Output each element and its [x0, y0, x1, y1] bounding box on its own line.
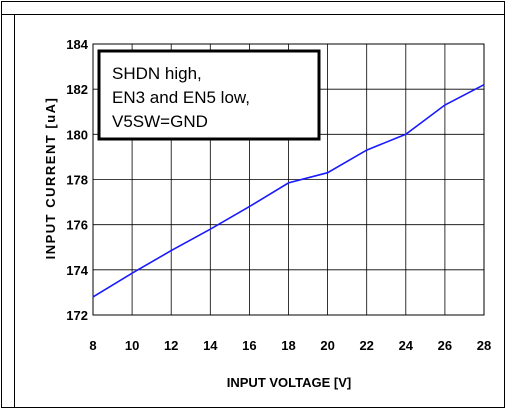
- annotation-line-3: V5SW=GND: [112, 112, 208, 131]
- x-tick-label: 24: [399, 338, 414, 353]
- plot-area: [92, 43, 485, 316]
- y-tick-label: 174: [66, 263, 88, 278]
- y-axis-label: INPUT CURRENT [uA]: [43, 97, 58, 260]
- annotation-box-border: [97, 49, 321, 141]
- x-tick-label: 20: [320, 338, 334, 353]
- y-tick-label: 180: [66, 127, 88, 142]
- series-line: [92, 83, 485, 298]
- annotation-line-2: EN3 and EN5 low,: [112, 88, 250, 107]
- x-tick-label: 8: [89, 338, 96, 353]
- x-axis: 8 10 12 14 16 18 20 22 24 26 28: [89, 338, 491, 353]
- top-rule: [2, 14, 504, 15]
- x-tick-label: 10: [125, 338, 139, 353]
- x-tick-label: 16: [242, 338, 256, 353]
- x-axis-label: INPUT VOLTAGE [V]: [227, 375, 351, 390]
- x-tick-label: 14: [203, 338, 218, 353]
- x-tick-label: 12: [164, 338, 178, 353]
- annotation-line-1: SHDN high,: [112, 64, 202, 83]
- y-tick-label: 178: [66, 173, 88, 188]
- y-axis: 172 174 176 178 180 182 184: [66, 37, 88, 323]
- annotation-box: SHDN high, EN3 and EN5 low, V5SW=GND: [97, 49, 321, 141]
- x-tick-label: 28: [477, 338, 491, 353]
- y-tick-label: 182: [66, 82, 88, 97]
- x-tick-label: 18: [281, 338, 295, 353]
- x-tick-label: 22: [359, 338, 373, 353]
- y-tick-label: 172: [66, 308, 88, 323]
- side-rule: [14, 14, 15, 407]
- x-tick-label: 26: [438, 338, 452, 353]
- y-tick-label: 184: [66, 37, 88, 52]
- y-tick-label: 176: [66, 218, 88, 233]
